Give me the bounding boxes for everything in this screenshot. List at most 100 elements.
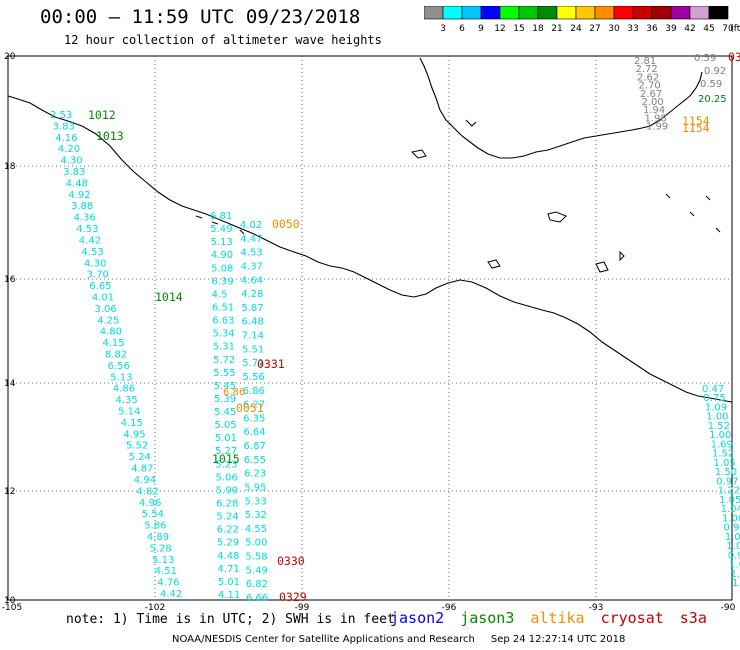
swh-value-track-d: 1.98 [645,113,667,124]
swh-value-track-a: 4.87 [131,464,153,475]
legend-altika: altika [530,609,585,627]
swh-value-track-a: 3.83 [63,167,85,178]
swh-value-track-b: 6.22 [217,525,239,536]
swh-value-track-d: 2.67 [640,89,662,100]
latitude-tick: 18 [4,162,16,172]
latitude-tick: 12 [4,487,15,497]
legend-jason3: jason3 [460,609,515,627]
swh-value-track-c: 5.87 [241,303,263,314]
swh-value-track-a: 3.06 [95,304,117,315]
credit-line: NOAA/NESDIS Center for Satellite Applica… [172,634,625,645]
swh-value-track-a: 4.20 [58,144,80,155]
swh-value-track-d: 0.92 [704,66,726,77]
swh-value-track-a: 4.92 [68,190,90,201]
swh-value-track-c: 4.28 [241,289,263,300]
coastline-gulf-fragment [410,119,477,159]
swh-value-track-c: 4.02 [240,220,262,231]
colorbar-label: 70 [722,24,734,34]
swh-value-track-b: 5.08 [211,263,233,274]
swh-value-track-b: 5.06 [216,472,238,483]
swh-value-track-a: 3.88 [71,201,93,212]
swh-value-track-c: 5.33 [244,496,266,507]
swh-value-track-e: 1.00 [726,541,740,552]
swh-value-track-b: 5.31 [213,342,235,353]
swh-value-track-d: 1.94 [643,105,665,116]
swh-value-track-a: 4.53 [76,224,98,235]
colorbar-label: 6 [459,24,465,34]
swh-value-track-e: 0.96 [728,550,740,561]
colorbar-label: 30 [608,24,620,34]
swh-value-track-c: 7.14 [242,331,264,342]
colorbar-label: 42 [684,24,695,34]
swh-value-track-e: 1.06 [731,569,740,580]
swh-value-track-e: 1.52 [712,449,734,460]
swh-value-track-b: 4.90 [211,250,233,261]
colorbar-label: 3 [440,24,446,34]
swh-value-track-b: 5.49 [210,224,232,235]
swh-value-track-a: 5.52 [126,441,148,452]
swh-value-track-c: 4.37 [241,261,263,272]
colorbar-label: (ft) [730,24,740,34]
swh-value-track-e: 1.05 [719,495,740,506]
longitude-tick: -96 [442,603,457,610]
colorbar-label: 18 [532,24,544,34]
swh-value-track-b: 5.99 [216,485,238,496]
swh-value-track-b: 4.5 [212,289,228,300]
swh-value-track-c: 4.47 [240,234,262,245]
credit-agency: NOAA/NESDIS Center for Satellite Applica… [172,634,475,645]
swh-value-track-d: 2.00 [642,97,664,108]
swh-value-track-a: 5.13 [152,555,174,566]
legend-s3a: s3a [679,609,707,627]
latitude-tick: 14 [4,379,16,389]
pass-time-label: 0330 [277,554,305,568]
swh-value-track-a: 4.95 [123,429,145,440]
swh-value-track-c: 6.48 [242,317,264,328]
swh-value-track-a: 4.36 [74,213,96,224]
colorbar-label: 33 [627,24,638,34]
swh-value-track-b: 6.51 [212,302,234,313]
swh-value-track-c: 5.32 [245,510,267,521]
map-frame [7,55,733,601]
swh-value-track-d: 2.81 [634,56,656,67]
island-shapes [195,193,721,273]
swh-value-track-d: 2.72 [636,64,658,75]
swh-value-track-a: 2.53 [50,110,72,121]
swh-value-track-c: 5.51 [242,344,264,355]
swh-value-track-a: 3.83 [53,121,75,132]
map-title: 00:00 – 11:59 UTC 09/23/2018 [40,6,361,28]
swh-value-track-b: 5.72 [213,355,235,366]
swh-value-track-b: 6.28 [216,499,238,510]
pass-time-label: 0050 [272,217,300,231]
pass-time-label: 0051 [236,401,264,415]
swh-value-track-e: 1.06 [722,513,740,524]
colorbar-label: 45 [703,24,714,34]
latitude-tick: 16 [4,275,16,285]
swh-value-track-a: 5.86 [144,521,166,532]
swh-value-track-a: 5.28 [150,543,172,554]
swh-value-track-b: 5.13 [211,237,233,248]
swh-value-track-b: 6.39 [211,276,233,287]
pass-time-label: 1015 [212,452,240,466]
swh-value-track-e: 1.52 [708,421,730,432]
colorbar-label: 36 [646,24,658,34]
swh-value-track-e: 1.09 [705,402,727,413]
swh-value-track-a: 4.16 [55,133,77,144]
swh-value-track-b: 5.27 [215,446,237,457]
swh-value-track-c: 6.86 [243,386,265,397]
swh-value-track-a: 4.35 [115,395,137,406]
legend-cryosat: cryosat [600,609,664,627]
pass-time-label: 1154 [682,121,710,135]
swh-value-track-b: 4.71 [217,564,239,575]
legend-jason2: jason2 [390,609,445,627]
swh-value-track-a: 4.76 [157,578,179,589]
colorbar-label: 12 [494,24,505,34]
swh-value-track-d: 0.59 [700,79,722,90]
swh-value-track-a: 6.56 [108,361,130,372]
swh-value-track-d: 2.62 [637,72,659,83]
swh-value-track-e: 1.00 [706,412,728,423]
swh-value-track-c: 5.49 [246,565,268,576]
swh-value-track-a: 4.15 [102,338,124,349]
swh-value-track-c: 6.27 [243,400,265,411]
swh-value-track-e: 1.00 [732,578,740,589]
swh-value-track-e: 1.00 [709,430,731,441]
